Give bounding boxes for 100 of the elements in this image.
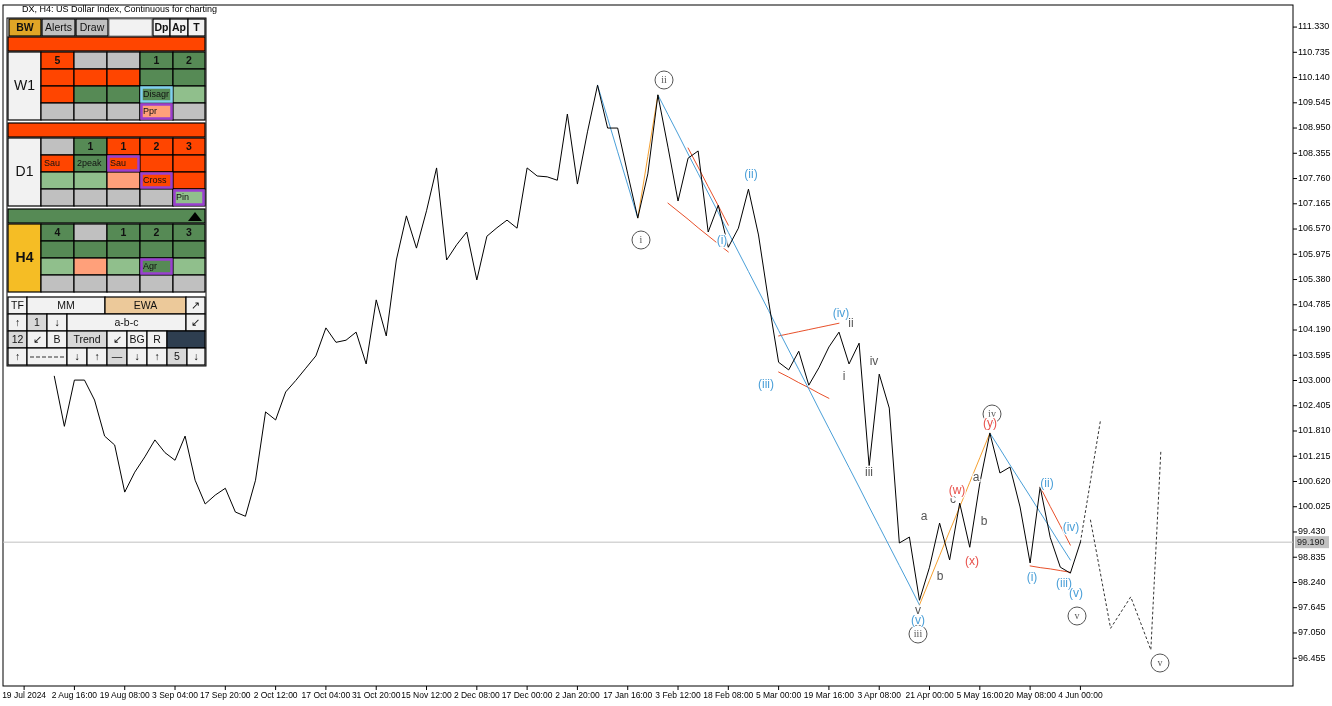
annotation: ↓ bbox=[134, 349, 140, 362]
annotation: i bbox=[842, 368, 846, 383]
annotation: BG bbox=[129, 332, 145, 345]
annotation: Disagr bbox=[143, 89, 170, 100]
line-series bbox=[918, 432, 991, 606]
annotation: D1 bbox=[15, 163, 34, 180]
annotation: 5 bbox=[174, 349, 181, 362]
annotation: (x) bbox=[965, 553, 979, 568]
line-series bbox=[657, 94, 920, 606]
x-tick-label: 5 May 16:00 bbox=[956, 690, 1004, 700]
x-tick-label: 18 Feb 08:00 bbox=[703, 690, 754, 700]
annotation: (i) bbox=[1026, 569, 1038, 584]
y-tick-label: 102.405 bbox=[1298, 400, 1331, 411]
y-tick-label: 97.050 bbox=[1298, 627, 1326, 638]
annotation: v bbox=[1157, 656, 1163, 668]
y-tick-label: 96.455 bbox=[1298, 652, 1326, 663]
annotation: T bbox=[193, 20, 201, 33]
annotation: (iii) bbox=[1056, 575, 1072, 590]
annotation: (iv) bbox=[1062, 519, 1080, 534]
annotation: Agr bbox=[143, 261, 158, 272]
x-tick-label: 17 Dec 00:00 bbox=[501, 690, 553, 700]
line-series bbox=[667, 202, 729, 253]
x-tick-label: 17 Sep 20:00 bbox=[200, 690, 251, 700]
annotation: ↙ bbox=[112, 332, 122, 345]
annotation: 3 bbox=[186, 139, 193, 152]
annotation: Ppr bbox=[143, 106, 158, 117]
annotation: 5 bbox=[54, 53, 61, 66]
annotation: (ii) bbox=[744, 166, 758, 181]
x-tick-label: 19 Mar 16:00 bbox=[803, 690, 855, 700]
y-tick-label: 103.595 bbox=[1298, 349, 1331, 360]
x-tick-label: 3 Feb 12:00 bbox=[655, 690, 701, 700]
x-tick-label: 2 Jan 20:00 bbox=[555, 690, 600, 700]
annotation: i bbox=[639, 233, 643, 245]
annotation: ↗ bbox=[191, 298, 200, 311]
y-tick-label: 98.835 bbox=[1298, 551, 1326, 562]
annotation: ↓ bbox=[74, 349, 80, 362]
annotation: Trend bbox=[73, 332, 101, 345]
annotation: iii bbox=[865, 464, 873, 479]
annotation: a-b-c bbox=[114, 315, 139, 328]
y-tick-label: 110.735 bbox=[1298, 46, 1330, 57]
annotation: (ii) bbox=[1040, 475, 1054, 490]
line-series bbox=[1029, 565, 1071, 573]
y-tick-label: 110.140 bbox=[1298, 71, 1330, 82]
y-tick-label: 101.810 bbox=[1298, 425, 1331, 436]
annotation: ii bbox=[848, 315, 854, 330]
x-tick-label: 19 Aug 08:00 bbox=[99, 690, 151, 700]
y-tick-label: 104.785 bbox=[1298, 299, 1331, 310]
annotation: ↑ bbox=[94, 349, 100, 362]
x-tick-label: 3 Sep 04:00 bbox=[152, 690, 199, 700]
annotation: 4 bbox=[54, 225, 61, 238]
x-tick-label: 17 Oct 04:00 bbox=[301, 690, 351, 700]
annotation: 1 bbox=[34, 315, 41, 328]
annotation: 1 bbox=[120, 225, 127, 238]
chart-title: DX, H4: US Dollar Index, Continuous for charting bbox=[22, 4, 218, 14]
annotation: ↑ bbox=[14, 349, 21, 362]
annotation: B bbox=[53, 332, 61, 345]
x-tick-label: 20 May 08:00 bbox=[1004, 690, 1057, 700]
annotation: Cross bbox=[143, 175, 167, 186]
annotation: ii bbox=[661, 73, 667, 85]
annotation: ↑ bbox=[154, 349, 160, 362]
annotation: MM bbox=[57, 298, 75, 311]
y-tick-label: 111.330 bbox=[1298, 21, 1330, 32]
x-tick-label: 2 Dec 08:00 bbox=[453, 690, 501, 700]
annotation: b bbox=[936, 568, 944, 583]
annotation: (i) bbox=[716, 232, 728, 247]
annotation: TF bbox=[11, 298, 24, 311]
ref-line-label: 99.190 bbox=[1297, 536, 1325, 547]
annotation: 2peak bbox=[77, 158, 103, 169]
y-tick-label: 104.190 bbox=[1298, 324, 1331, 335]
x-tick-label: 17 Jan 16:00 bbox=[603, 690, 653, 700]
annotation: (iii) bbox=[758, 376, 774, 391]
annotation: 2 bbox=[186, 53, 193, 66]
annotation: 1 bbox=[120, 139, 127, 152]
y-tick-label: 101.215 bbox=[1298, 450, 1331, 461]
annotation: v bbox=[1074, 609, 1080, 621]
annotation: b bbox=[980, 513, 988, 528]
line-series bbox=[687, 147, 729, 226]
line-series bbox=[1089, 449, 1162, 651]
annotation: H4 bbox=[15, 249, 34, 266]
annotation: 3 bbox=[186, 225, 193, 238]
y-tick-label: 106.570 bbox=[1298, 223, 1331, 234]
annotation: 12 bbox=[11, 332, 24, 345]
annotation: Pin bbox=[176, 192, 190, 203]
annotation: 1 bbox=[87, 139, 94, 152]
annotation: a bbox=[920, 508, 928, 523]
annotation: 2 bbox=[153, 225, 160, 238]
x-tick-label: 15 Nov 12:00 bbox=[401, 690, 453, 700]
annotation: Sau bbox=[44, 158, 61, 169]
annotation: iv bbox=[869, 353, 879, 368]
annotation: W1 bbox=[14, 77, 36, 94]
annotation: ↙ bbox=[191, 315, 200, 328]
annotation: iii bbox=[913, 627, 923, 639]
annotation: EWA bbox=[133, 298, 158, 311]
annotation: Ap bbox=[172, 20, 186, 33]
y-tick-label: 108.355 bbox=[1298, 147, 1331, 158]
annotation: a bbox=[972, 469, 980, 484]
y-tick-label: 97.645 bbox=[1298, 602, 1326, 613]
annotation: (iv) bbox=[832, 305, 850, 320]
x-tick-label: 19 Jul 2024 bbox=[2, 690, 47, 700]
annotation: ↙ bbox=[32, 332, 42, 345]
